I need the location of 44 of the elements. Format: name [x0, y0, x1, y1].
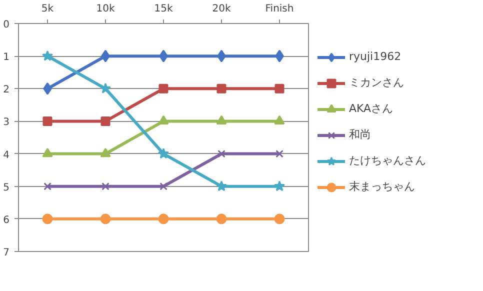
y-tick-label: 4: [3, 150, 10, 161]
x-tick-label: 5k: [41, 4, 54, 14]
y-tick-label: 1: [3, 52, 10, 64]
x-tick-label: 15k: [154, 4, 173, 14]
point: [100, 116, 110, 126]
point: [216, 214, 227, 224]
x-tick-label: 20k: [212, 4, 231, 14]
legend-label: 和尚: [349, 127, 371, 142]
point: [274, 180, 286, 192]
point: [160, 182, 168, 190]
legend-label: 末まっちゃん: [349, 179, 415, 194]
y-tick-label: 5: [3, 182, 10, 194]
y-tick-label: 3: [3, 117, 10, 128]
point: [158, 214, 169, 224]
legend-label: ryuji1962: [349, 50, 402, 63]
point: [42, 116, 52, 126]
legend-label: AKAさん: [349, 101, 394, 116]
legend-label: ミカンさん: [349, 75, 404, 90]
point: [274, 115, 285, 125]
x-tick-label: 10k: [96, 4, 115, 14]
point: [216, 84, 226, 94]
point: [158, 84, 168, 94]
y-tick-label: 0: [3, 20, 10, 30]
point: [158, 115, 169, 125]
x-tick-label: Finish: [265, 4, 294, 14]
point: [42, 50, 54, 61]
point: [274, 84, 284, 94]
y-tick-label: 6: [3, 214, 10, 226]
point: [216, 180, 228, 192]
point: [100, 82, 112, 94]
point: [216, 115, 227, 125]
point: [100, 148, 111, 158]
point: [218, 150, 226, 158]
y-tick-label: 7: [3, 248, 10, 258]
point: [42, 214, 53, 224]
point: [100, 214, 111, 224]
point: [102, 182, 110, 190]
point: [158, 148, 170, 159]
point: [274, 214, 285, 224]
point: [276, 150, 284, 158]
legend-label: たけちゃんさん: [349, 153, 426, 168]
y-tick-label: 2: [3, 84, 10, 96]
point: [44, 182, 52, 190]
point: [42, 148, 53, 158]
